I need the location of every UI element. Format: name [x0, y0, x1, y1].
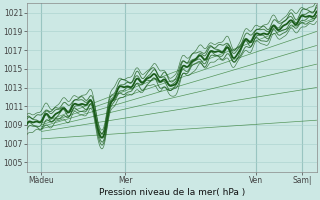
X-axis label: Pression niveau de la mer( hPa ): Pression niveau de la mer( hPa ) [99, 188, 245, 197]
